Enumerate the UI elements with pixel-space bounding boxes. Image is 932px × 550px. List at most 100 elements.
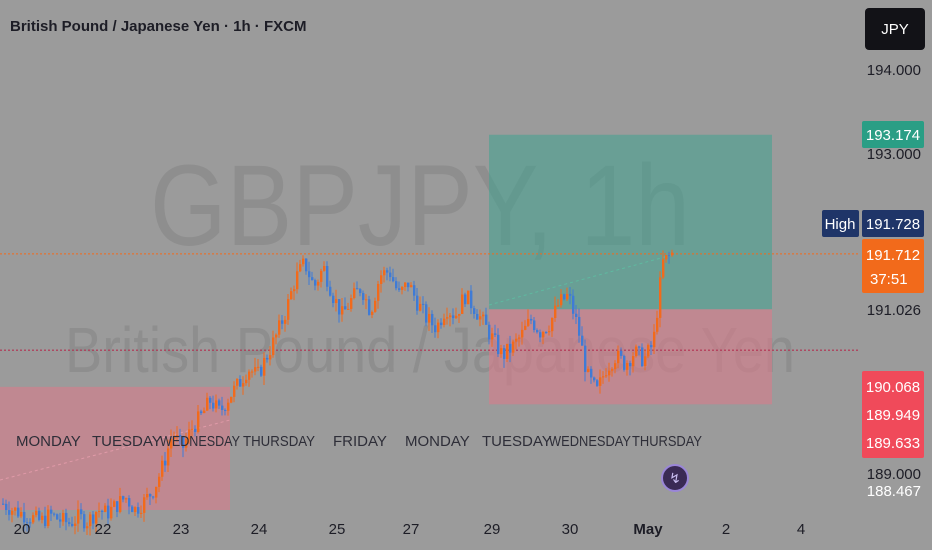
candle-body[interactable] <box>434 325 437 333</box>
candle-body[interactable] <box>371 311 374 315</box>
candle-body[interactable] <box>110 506 113 519</box>
candle-body[interactable] <box>407 282 410 288</box>
candle-body[interactable] <box>17 507 20 517</box>
candle-body[interactable] <box>482 314 485 317</box>
candle-body[interactable] <box>326 266 329 287</box>
loss-zone[interactable] <box>489 309 772 405</box>
candle-body[interactable] <box>443 318 446 326</box>
candle-body[interactable] <box>656 317 659 332</box>
candle-body[interactable] <box>308 271 311 278</box>
candle-body[interactable] <box>437 322 440 333</box>
candle-body[interactable] <box>305 258 308 272</box>
earlier-stop-zone[interactable] <box>0 386 230 510</box>
candle-body[interactable] <box>629 363 632 367</box>
candle-body[interactable] <box>422 303 425 305</box>
candle-body[interactable] <box>266 357 269 360</box>
candle-body[interactable] <box>227 402 230 411</box>
candle-body[interactable] <box>14 507 17 511</box>
candle-body[interactable] <box>431 313 434 326</box>
candle-body[interactable] <box>263 357 266 376</box>
candle-body[interactable] <box>158 476 161 487</box>
candle-body[interactable] <box>104 505 107 512</box>
candle-body[interactable] <box>668 255 671 257</box>
candle-body[interactable] <box>134 507 137 513</box>
candle-body[interactable] <box>260 366 263 376</box>
candle-body[interactable] <box>323 266 326 271</box>
candle-body[interactable] <box>47 509 50 526</box>
candle-body[interactable] <box>509 343 512 353</box>
candle-body[interactable] <box>611 369 614 371</box>
candle-body[interactable] <box>296 271 299 290</box>
candle-body[interactable] <box>602 376 605 378</box>
candle-body[interactable] <box>461 294 464 314</box>
candle-body[interactable] <box>563 294 566 300</box>
candle-body[interactable] <box>287 299 290 320</box>
candle-body[interactable] <box>236 379 239 386</box>
candle-body[interactable] <box>230 396 233 403</box>
lightning-icon[interactable]: ↯ <box>661 464 689 492</box>
candle-body[interactable] <box>416 295 419 311</box>
candle-body[interactable] <box>125 498 128 500</box>
candle-body[interactable] <box>122 496 125 500</box>
candle-body[interactable] <box>257 366 260 368</box>
candle-body[interactable] <box>92 514 95 524</box>
candle-body[interactable] <box>398 288 401 290</box>
candle-body[interactable] <box>338 299 341 315</box>
candle-body[interactable] <box>86 526 89 529</box>
candle-body[interactable] <box>455 315 458 319</box>
high-price-tag[interactable] <box>862 210 924 237</box>
candle-body[interactable] <box>344 306 347 310</box>
candle-body[interactable] <box>68 522 71 524</box>
candle-body[interactable] <box>620 350 623 356</box>
candle-body[interactable] <box>95 511 98 524</box>
candle-body[interactable] <box>392 277 395 282</box>
candle-body[interactable] <box>578 316 581 336</box>
candle-body[interactable] <box>599 377 602 386</box>
candle-body[interactable] <box>35 510 38 516</box>
candle-body[interactable] <box>419 303 422 311</box>
candle-body[interactable] <box>161 460 164 477</box>
candle-body[interactable] <box>389 272 392 278</box>
candle-body[interactable] <box>359 289 362 294</box>
candle-body[interactable] <box>623 355 626 370</box>
candle-body[interactable] <box>530 318 533 321</box>
candle-body[interactable] <box>275 334 278 338</box>
candle-body[interactable] <box>650 345 653 348</box>
candle-body[interactable] <box>548 331 551 333</box>
candle-body[interactable] <box>215 400 218 409</box>
candle-body[interactable] <box>515 338 518 342</box>
candle-body[interactable] <box>653 331 656 348</box>
candle-body[interactable] <box>380 275 383 284</box>
candle-body[interactable] <box>383 270 386 276</box>
candle-body[interactable] <box>635 346 638 357</box>
candle-body[interactable] <box>626 363 629 370</box>
candle-body[interactable] <box>8 510 11 515</box>
candle-body[interactable] <box>350 298 353 309</box>
candle-body[interactable] <box>302 258 305 265</box>
candle-body[interactable] <box>353 288 356 299</box>
last-price-tag[interactable] <box>862 239 924 293</box>
candle-body[interactable] <box>269 355 272 360</box>
candle-body[interactable] <box>59 519 62 522</box>
candle-body[interactable] <box>53 513 56 515</box>
candle-body[interactable] <box>542 331 545 338</box>
candle-body[interactable] <box>533 320 536 331</box>
candle-body[interactable] <box>140 512 143 514</box>
candle-body[interactable] <box>23 511 26 523</box>
candle-body[interactable] <box>569 293 572 296</box>
candle-body[interactable] <box>347 308 350 310</box>
candle-body[interactable] <box>551 317 554 332</box>
candle-body[interactable] <box>83 514 86 529</box>
candle-body[interactable] <box>341 306 344 315</box>
candle-body[interactable] <box>89 514 92 527</box>
candle-body[interactable] <box>179 435 182 437</box>
candle-body[interactable] <box>77 509 80 524</box>
candle-body[interactable] <box>395 281 398 289</box>
candle-body[interactable] <box>170 438 173 449</box>
candle-body[interactable] <box>5 503 8 511</box>
candle-body[interactable] <box>401 287 404 290</box>
candle-body[interactable] <box>206 397 209 411</box>
candle-body[interactable] <box>176 435 179 437</box>
candle-body[interactable] <box>488 324 491 340</box>
candle-body[interactable] <box>377 283 380 301</box>
